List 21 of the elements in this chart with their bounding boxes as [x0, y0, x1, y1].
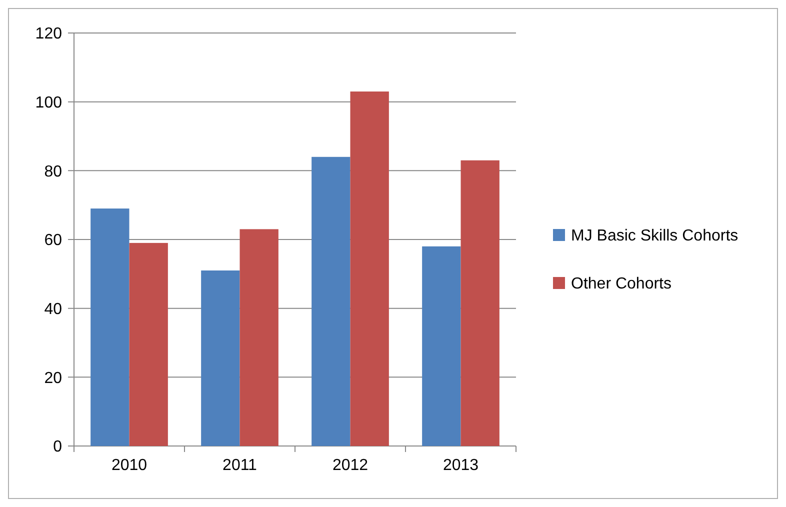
bar [422, 246, 461, 446]
bar [129, 242, 168, 446]
bar [312, 156, 350, 446]
y-tick-label: 100 [35, 94, 62, 112]
x-tick-label: 2010 [111, 457, 148, 474]
bar [460, 160, 500, 446]
x-tick-label: 2012 [332, 457, 368, 474]
bar [240, 229, 278, 446]
bar [201, 270, 240, 446]
bar [90, 208, 130, 446]
y-tick-label: 120 [35, 26, 62, 43]
bar [350, 92, 389, 446]
legend-label: Other Cohorts [571, 276, 672, 293]
legend-label: MJ Basic Skills Cohorts [571, 228, 738, 245]
y-tick-label: 80 [44, 163, 62, 180]
y-tick-label: 0 [53, 438, 62, 456]
x-tick-label: 2011 [222, 457, 258, 474]
y-tick-label: 60 [44, 232, 62, 250]
x-tick-label: 2013 [442, 457, 479, 474]
y-tick-label: 40 [44, 300, 62, 318]
y-tick-label: 20 [44, 370, 62, 387]
